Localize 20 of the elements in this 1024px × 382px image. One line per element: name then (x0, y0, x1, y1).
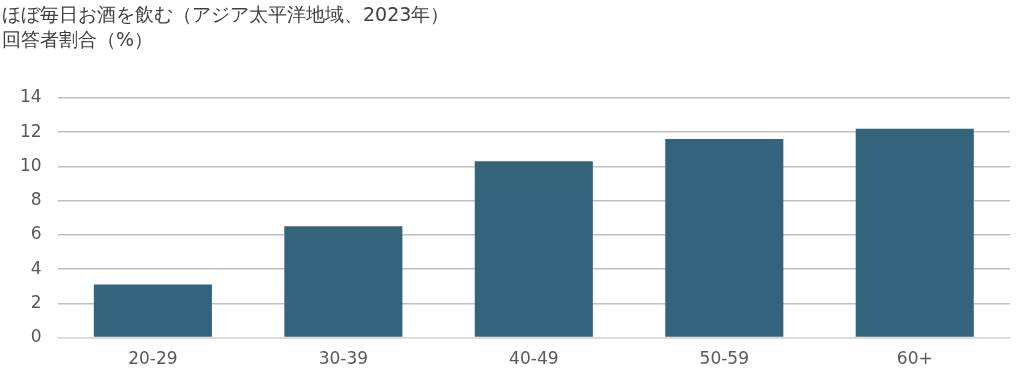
y-tick-label: 10 (19, 154, 42, 175)
y-tick-label: 8 (30, 189, 42, 210)
x-tick-label: 40-49 (509, 348, 559, 369)
x-tick-label: 60+ (896, 348, 933, 369)
y-tick-label: 12 (19, 120, 42, 141)
y-tick-label: 2 (30, 291, 42, 312)
bar (665, 139, 784, 337)
y-tick-label: 0 (30, 326, 42, 347)
x-tick-label: 20-29 (128, 348, 178, 369)
chart-title: ほぼ毎日お酒を飲む（アジア太平洋地域、2023年） (2, 2, 450, 27)
y-tick-label: 14 (19, 86, 42, 107)
y-tick-label: 4 (30, 257, 42, 278)
bar (474, 161, 593, 337)
x-tick-label: 30-39 (318, 348, 369, 369)
bar (284, 226, 403, 337)
chart-subtitle: 回答者割合（%） (2, 27, 155, 52)
x-tick-label: 50-59 (699, 348, 749, 369)
bar (855, 128, 974, 337)
y-tick-label: 6 (30, 223, 42, 244)
bar (93, 284, 212, 337)
